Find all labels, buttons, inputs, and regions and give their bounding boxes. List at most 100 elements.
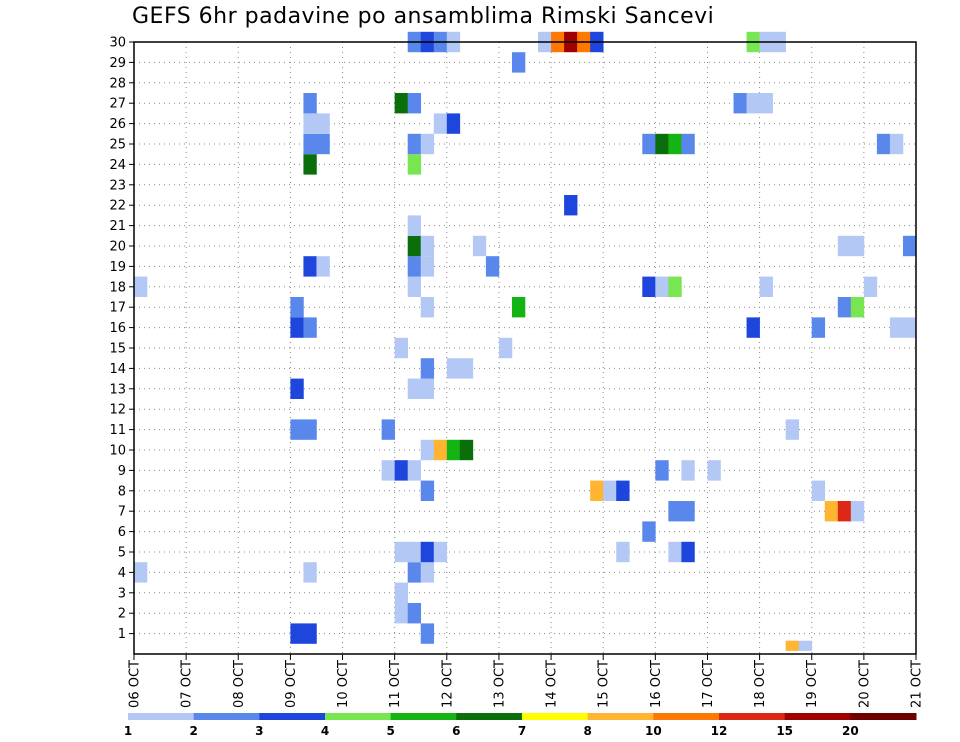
heatmap-cell (811, 480, 826, 501)
y-tick-label: 5 (118, 546, 126, 561)
heatmap-cell (889, 317, 904, 338)
y-tick-label: 22 (109, 199, 126, 214)
colorbar-label: 20 (842, 724, 859, 738)
colorbar-swatch (522, 713, 589, 720)
heatmap-cell (655, 276, 669, 297)
heatmap-cell (590, 480, 604, 501)
heatmap-cell (420, 541, 435, 563)
heatmap-cell (485, 256, 500, 277)
heatmap-cell (407, 460, 422, 481)
heatmap-cell (902, 235, 917, 257)
heatmap-cell (290, 378, 304, 399)
y-tick-label: 15 (109, 342, 126, 357)
heatmap-cell (420, 439, 435, 461)
heatmap-cell (303, 113, 317, 134)
heatmap-cell (511, 297, 526, 318)
colorbar-label: 1 (124, 724, 132, 738)
heatmap-cell (381, 460, 395, 481)
heatmap-cell (290, 297, 304, 318)
colorbar-label: 5 (386, 724, 394, 738)
grid-layer (134, 41, 916, 654)
heatmap-cell (420, 235, 435, 257)
x-tick-label: 07 OCT (180, 660, 195, 708)
heatmap-cell (290, 623, 304, 644)
colorbar-swatch (850, 713, 917, 720)
heatmap-cell (811, 317, 826, 338)
heatmap-cell (394, 603, 408, 624)
heatmap-cell (394, 460, 408, 481)
heatmap-cell (134, 276, 148, 297)
x-tick-label: 16 OCT (649, 660, 664, 708)
y-tick-label: 10 (109, 444, 126, 459)
heatmap-cell (303, 154, 317, 175)
heatmap-cell (420, 623, 435, 644)
y-tick-label: 28 (109, 76, 126, 91)
colorbar-swatch (456, 713, 523, 720)
heatmap-cell (837, 235, 852, 257)
colorbar-swatch (325, 713, 392, 720)
x-tick-label: 18 OCT (753, 660, 768, 708)
heatmap-cell (616, 480, 630, 501)
colorbar-label: 10 (645, 724, 662, 738)
x-tick-label: 15 OCT (597, 660, 612, 708)
x-tick-label: 20 OCT (857, 660, 872, 708)
y-tick-label: 13 (109, 382, 126, 397)
heatmap-cell (681, 501, 695, 522)
colorbar-label: 3 (255, 724, 263, 738)
heatmap-cell (472, 235, 487, 257)
x-tick-label: 14 OCT (545, 660, 560, 708)
colorbar-swatch (587, 713, 654, 720)
y-tick-label: 17 (109, 301, 126, 316)
heatmap-cell (433, 113, 448, 134)
heatmap-cell (681, 541, 695, 563)
heatmap-cell (459, 358, 474, 379)
y-tick-label: 9 (118, 464, 126, 479)
heatmap-cell (876, 133, 891, 155)
y-tick-label: 12 (109, 403, 126, 418)
heatmap-cell (498, 337, 513, 359)
x-tick-label: 21 OCT (910, 660, 925, 708)
heatmap-cell (642, 276, 656, 297)
heatmap-cell (902, 317, 917, 338)
heatmap-cell (798, 640, 813, 651)
heatmap-cell (394, 93, 408, 114)
heatmap-cell (394, 541, 408, 563)
colorbar-label: 2 (189, 724, 197, 738)
heatmap-cell (837, 501, 852, 522)
y-tick-label: 8 (118, 484, 126, 499)
x-tick-label: 09 OCT (284, 660, 299, 708)
heatmap-cell (407, 215, 422, 236)
heatmap-cell (511, 52, 526, 73)
heatmap-cell (785, 640, 799, 651)
y-tick-label: 26 (109, 117, 126, 132)
heatmap-cell (824, 501, 839, 522)
heatmap-cell (655, 133, 669, 155)
heatmap-cell (316, 113, 330, 134)
heatmap-cell (850, 297, 865, 318)
colorbar-label: 15 (776, 724, 793, 738)
heatmap-cell (459, 439, 474, 461)
heatmap-cell (446, 439, 461, 461)
colorbar-swatch (193, 713, 260, 720)
heatmap-cell (642, 521, 656, 542)
x-tick-label: 08 OCT (232, 660, 247, 708)
y-tick-label: 21 (109, 219, 126, 234)
x-tick-label: 17 OCT (701, 660, 716, 708)
colorbar-swatch (653, 713, 720, 720)
heatmap-cell (303, 562, 317, 583)
x-tick-label: 12 OCT (440, 660, 455, 708)
heatmap-cell (303, 133, 317, 155)
heatmap-cell (316, 133, 330, 155)
colorbar-label: 4 (321, 724, 329, 738)
heatmap-cell (668, 276, 682, 297)
heatmap-cell (603, 480, 617, 501)
heatmap-cell (407, 93, 422, 114)
heatmap-cell (407, 154, 422, 175)
heatmap-cell (837, 297, 852, 318)
heatmap-cell (681, 133, 695, 155)
heatmap-cell (407, 603, 422, 624)
y-tick-label: 23 (109, 178, 126, 193)
colorbar-label: 6 (452, 724, 460, 738)
heatmap-cell (668, 501, 682, 522)
